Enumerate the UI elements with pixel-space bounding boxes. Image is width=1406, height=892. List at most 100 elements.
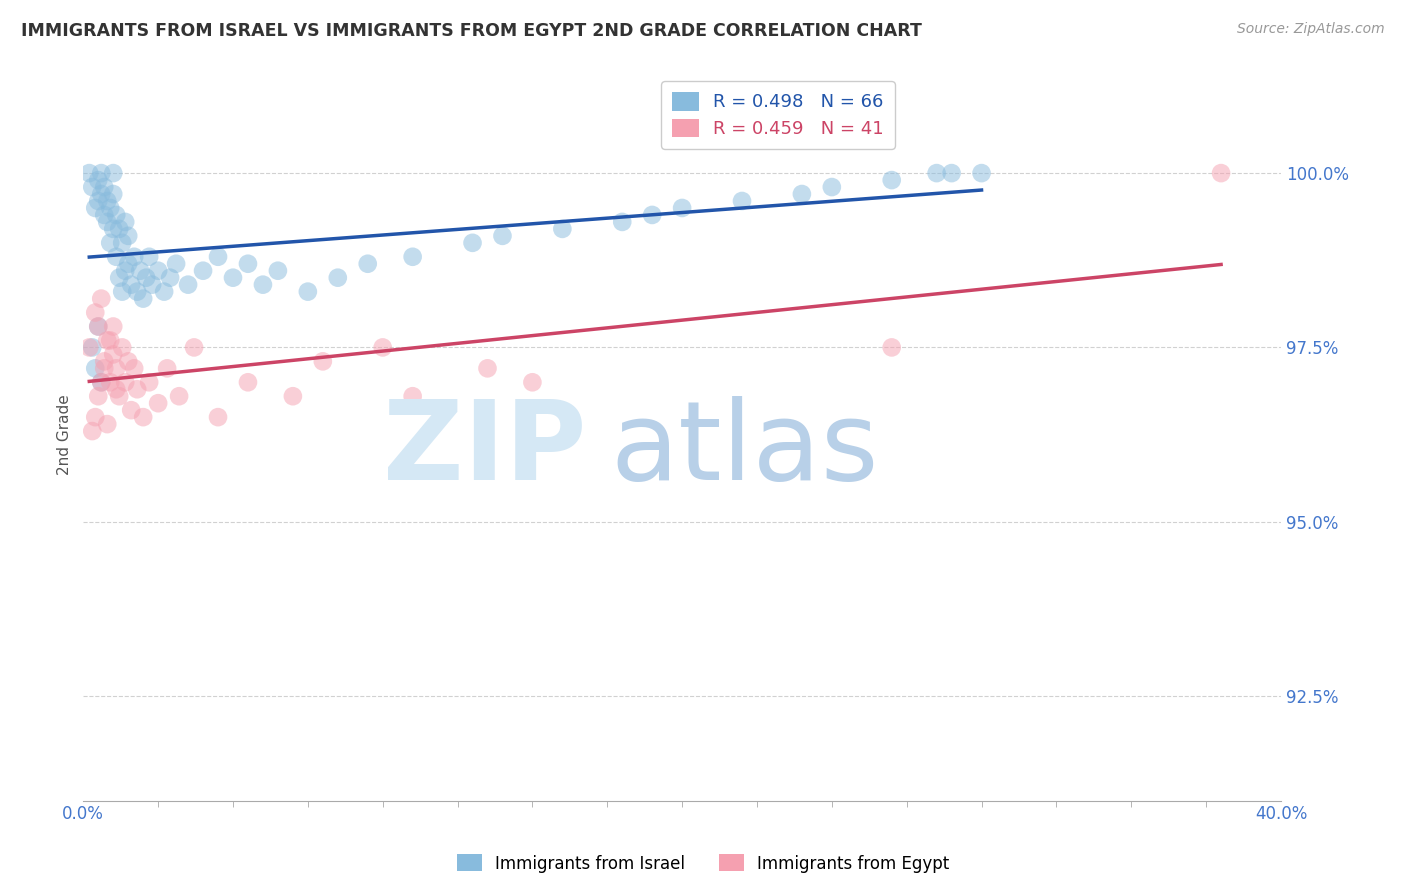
- Point: [82, 424, 104, 438]
- Point: [120, 403, 142, 417]
- Point: [925, 166, 948, 180]
- Point: [77, 166, 100, 180]
- Point: [522, 376, 544, 390]
- Point: [108, 389, 131, 403]
- Point: [96, 215, 118, 229]
- Point: [207, 410, 229, 425]
- Point: [941, 166, 963, 180]
- Point: [103, 222, 125, 236]
- Point: [790, 187, 813, 202]
- Point: [117, 257, 139, 271]
- Point: [731, 194, 754, 208]
- Point: [114, 263, 136, 277]
- Point: [84, 410, 107, 425]
- Point: [105, 361, 128, 376]
- Point: [183, 340, 205, 354]
- Legend: Immigrants from Israel, Immigrants from Egypt: Immigrants from Israel, Immigrants from …: [450, 847, 956, 880]
- Point: [96, 194, 118, 208]
- Point: [312, 354, 335, 368]
- Point: [821, 180, 844, 194]
- Point: [114, 376, 136, 390]
- Point: [103, 166, 125, 180]
- Point: [96, 417, 118, 431]
- Point: [122, 361, 145, 376]
- Text: atlas: atlas: [610, 396, 879, 503]
- Point: [461, 235, 484, 250]
- Point: [401, 250, 423, 264]
- Point: [108, 270, 131, 285]
- Point: [117, 354, 139, 368]
- Point: [84, 305, 107, 319]
- Point: [87, 173, 110, 187]
- Point: [135, 270, 157, 285]
- Point: [93, 208, 115, 222]
- Point: [281, 389, 304, 403]
- Point: [105, 208, 128, 222]
- Point: [127, 382, 149, 396]
- Point: [326, 270, 349, 285]
- Point: [167, 389, 190, 403]
- Point: [122, 250, 145, 264]
- Point: [129, 263, 152, 277]
- Point: [90, 292, 112, 306]
- Point: [252, 277, 274, 292]
- Point: [880, 173, 903, 187]
- Point: [138, 376, 160, 390]
- Point: [146, 396, 169, 410]
- Point: [90, 376, 112, 390]
- Point: [82, 340, 104, 354]
- Point: [477, 361, 499, 376]
- Point: [551, 222, 574, 236]
- Point: [222, 270, 245, 285]
- Point: [127, 285, 149, 299]
- Point: [103, 187, 125, 202]
- Point: [641, 208, 664, 222]
- Point: [111, 285, 134, 299]
- Point: [84, 361, 107, 376]
- Point: [108, 222, 131, 236]
- Point: [90, 166, 112, 180]
- Point: [671, 201, 693, 215]
- Point: [93, 180, 115, 194]
- Point: [87, 319, 110, 334]
- Point: [297, 285, 319, 299]
- Point: [90, 187, 112, 202]
- Point: [87, 194, 110, 208]
- Point: [401, 389, 423, 403]
- Point: [111, 235, 134, 250]
- Point: [105, 382, 128, 396]
- Point: [132, 410, 155, 425]
- Point: [612, 215, 634, 229]
- Point: [236, 376, 259, 390]
- Point: [177, 277, 200, 292]
- Point: [191, 263, 214, 277]
- Point: [120, 277, 142, 292]
- Point: [87, 389, 110, 403]
- Point: [491, 228, 513, 243]
- Point: [103, 319, 125, 334]
- Point: [98, 235, 121, 250]
- Point: [90, 376, 112, 390]
- Point: [103, 347, 125, 361]
- Point: [153, 285, 176, 299]
- Point: [207, 250, 229, 264]
- Point: [141, 277, 163, 292]
- Y-axis label: 2nd Grade: 2nd Grade: [58, 394, 72, 475]
- Point: [82, 180, 104, 194]
- Point: [111, 340, 134, 354]
- Point: [77, 340, 100, 354]
- Point: [93, 354, 115, 368]
- Point: [371, 340, 394, 354]
- Legend: R = 0.498   N = 66, R = 0.459   N = 41: R = 0.498 N = 66, R = 0.459 N = 41: [661, 81, 894, 149]
- Point: [267, 263, 290, 277]
- Point: [236, 257, 259, 271]
- Point: [87, 319, 110, 334]
- Point: [98, 376, 121, 390]
- Text: Source: ZipAtlas.com: Source: ZipAtlas.com: [1237, 22, 1385, 37]
- Text: ZIP: ZIP: [382, 396, 586, 503]
- Point: [357, 257, 380, 271]
- Point: [117, 228, 139, 243]
- Point: [1209, 166, 1232, 180]
- Point: [84, 201, 107, 215]
- Point: [880, 340, 903, 354]
